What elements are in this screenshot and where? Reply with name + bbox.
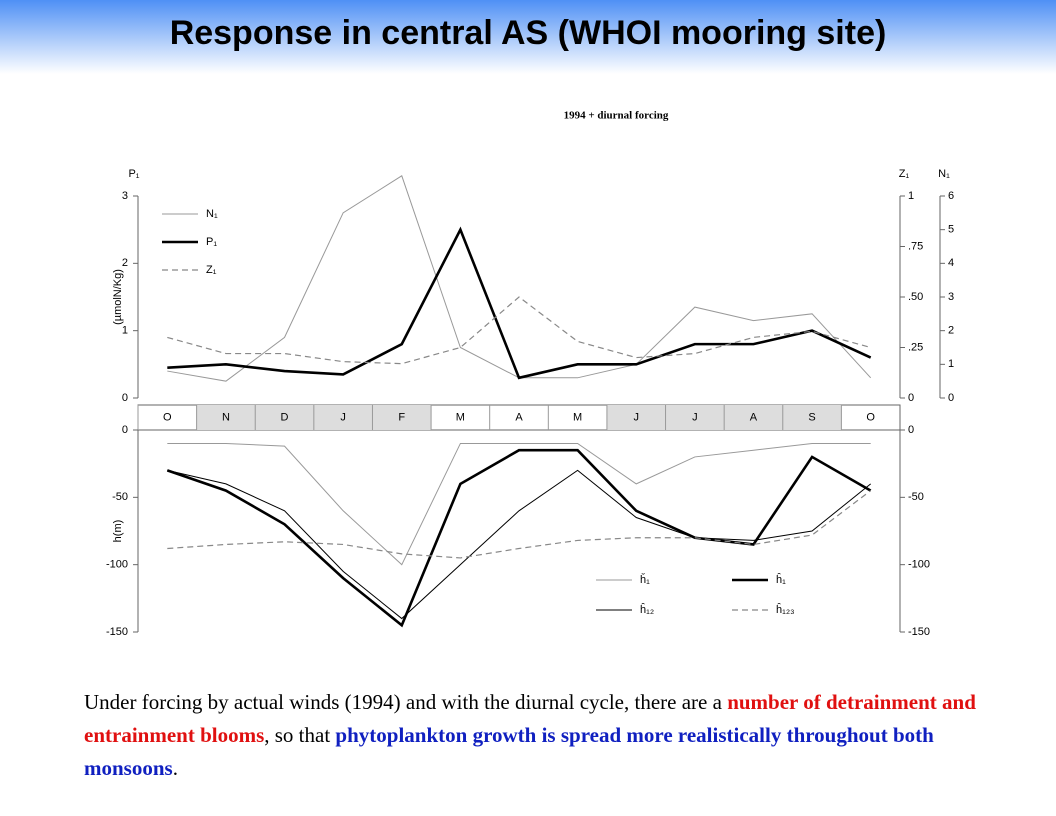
tick-label: 3: [948, 291, 954, 303]
caption-text: , so that: [264, 723, 336, 747]
x-tick-label: J: [692, 411, 698, 423]
x-tick-label: A: [515, 411, 523, 423]
tick-label: 1: [908, 190, 914, 202]
caption-text: phytoplankton growth is spread more real…: [84, 723, 934, 780]
caption-text: number of detrainment and entrainment bl…: [84, 690, 976, 747]
caption-text: .: [172, 756, 178, 780]
series-line: [166, 448, 872, 628]
series-line: [167, 490, 872, 559]
caption-text: Under forcing by actual winds (1994) and…: [84, 690, 728, 714]
chart: 0 1 2 3 0 .25 .50 .75 1 0 1 2 3 4 5 6 (µmolN/Kg) P₁ Z₁ N₁ 19…: [106, 110, 954, 638]
tick-label: -50: [112, 491, 128, 503]
axis-title: P₁: [128, 168, 139, 180]
tick-label: 0: [908, 424, 914, 436]
series-line: [167, 226, 872, 380]
tick-label: 5: [948, 224, 954, 236]
series-line: [167, 469, 872, 620]
tick-label: 4: [948, 257, 954, 269]
tick-label: 2: [948, 325, 954, 337]
x-tick-label: F: [398, 411, 405, 423]
tick-label: 1: [122, 325, 128, 337]
tick-label: 3: [122, 190, 128, 202]
x-tick-label: D: [281, 411, 289, 423]
legend-label: N₁: [206, 208, 218, 220]
tick-label: .50: [908, 291, 923, 303]
series-line: [167, 175, 872, 382]
legend-label: P₁: [206, 236, 217, 248]
tick-label: 0: [122, 392, 128, 404]
tick-label: -50: [908, 491, 924, 503]
tick-label: -150: [908, 626, 930, 638]
x-tick-label: O: [163, 411, 172, 423]
series-line: [167, 442, 871, 566]
month-shade: [255, 405, 314, 430]
tick-label: 2: [122, 257, 128, 269]
slide-title: Response in central AS (WHOI mooring sit…: [169, 14, 887, 52]
legend-label: ĥ₁: [776, 573, 786, 586]
legend-label: ĥ₁₂: [640, 603, 654, 616]
tick-label: .25: [908, 341, 923, 353]
x-tick-label: M: [456, 411, 465, 423]
x-tick-label: A: [750, 411, 758, 423]
x-tick-label: N: [222, 411, 230, 423]
tick-label: 0: [122, 424, 128, 436]
header-band: [0, 0, 1056, 74]
month-shade: [313, 405, 373, 430]
legend-label: Z₁: [206, 264, 217, 276]
tick-label: 1: [948, 358, 954, 370]
x-tick-label: M: [573, 411, 582, 423]
axis-title: N₁: [938, 168, 950, 180]
y-axis-label: (µmolN/Kg): [112, 269, 124, 325]
tick-label: 6: [948, 190, 954, 202]
x-tick-label: S: [808, 411, 815, 423]
legend-label: ȟ₁: [640, 573, 650, 586]
tick-label: 0: [908, 392, 914, 404]
tick-label: 0: [948, 392, 954, 404]
tick-label: -100: [908, 559, 930, 571]
tick-label: .75: [908, 240, 923, 252]
tick-label: -100: [106, 559, 128, 571]
series-line: [167, 296, 871, 365]
x-tick-label: O: [866, 411, 875, 423]
caption: Under forcing by actual winds (1994) and…: [84, 686, 984, 785]
axis-title: Z₁: [899, 168, 910, 180]
x-tick-label: J: [633, 411, 639, 423]
chart-title: 1994 + diurnal forcing: [564, 110, 669, 122]
x-tick-label: J: [340, 411, 346, 423]
legend-label: ĥ₁₂₃: [776, 603, 795, 616]
month-shade: [782, 405, 842, 430]
month-shade: [665, 405, 725, 430]
month-shade: [724, 405, 783, 430]
tick-label: -150: [106, 626, 128, 638]
month-shade: [372, 405, 432, 430]
month-shade: [606, 405, 666, 430]
y-axis-label: h(m): [112, 520, 124, 543]
month-shade: [196, 405, 256, 430]
